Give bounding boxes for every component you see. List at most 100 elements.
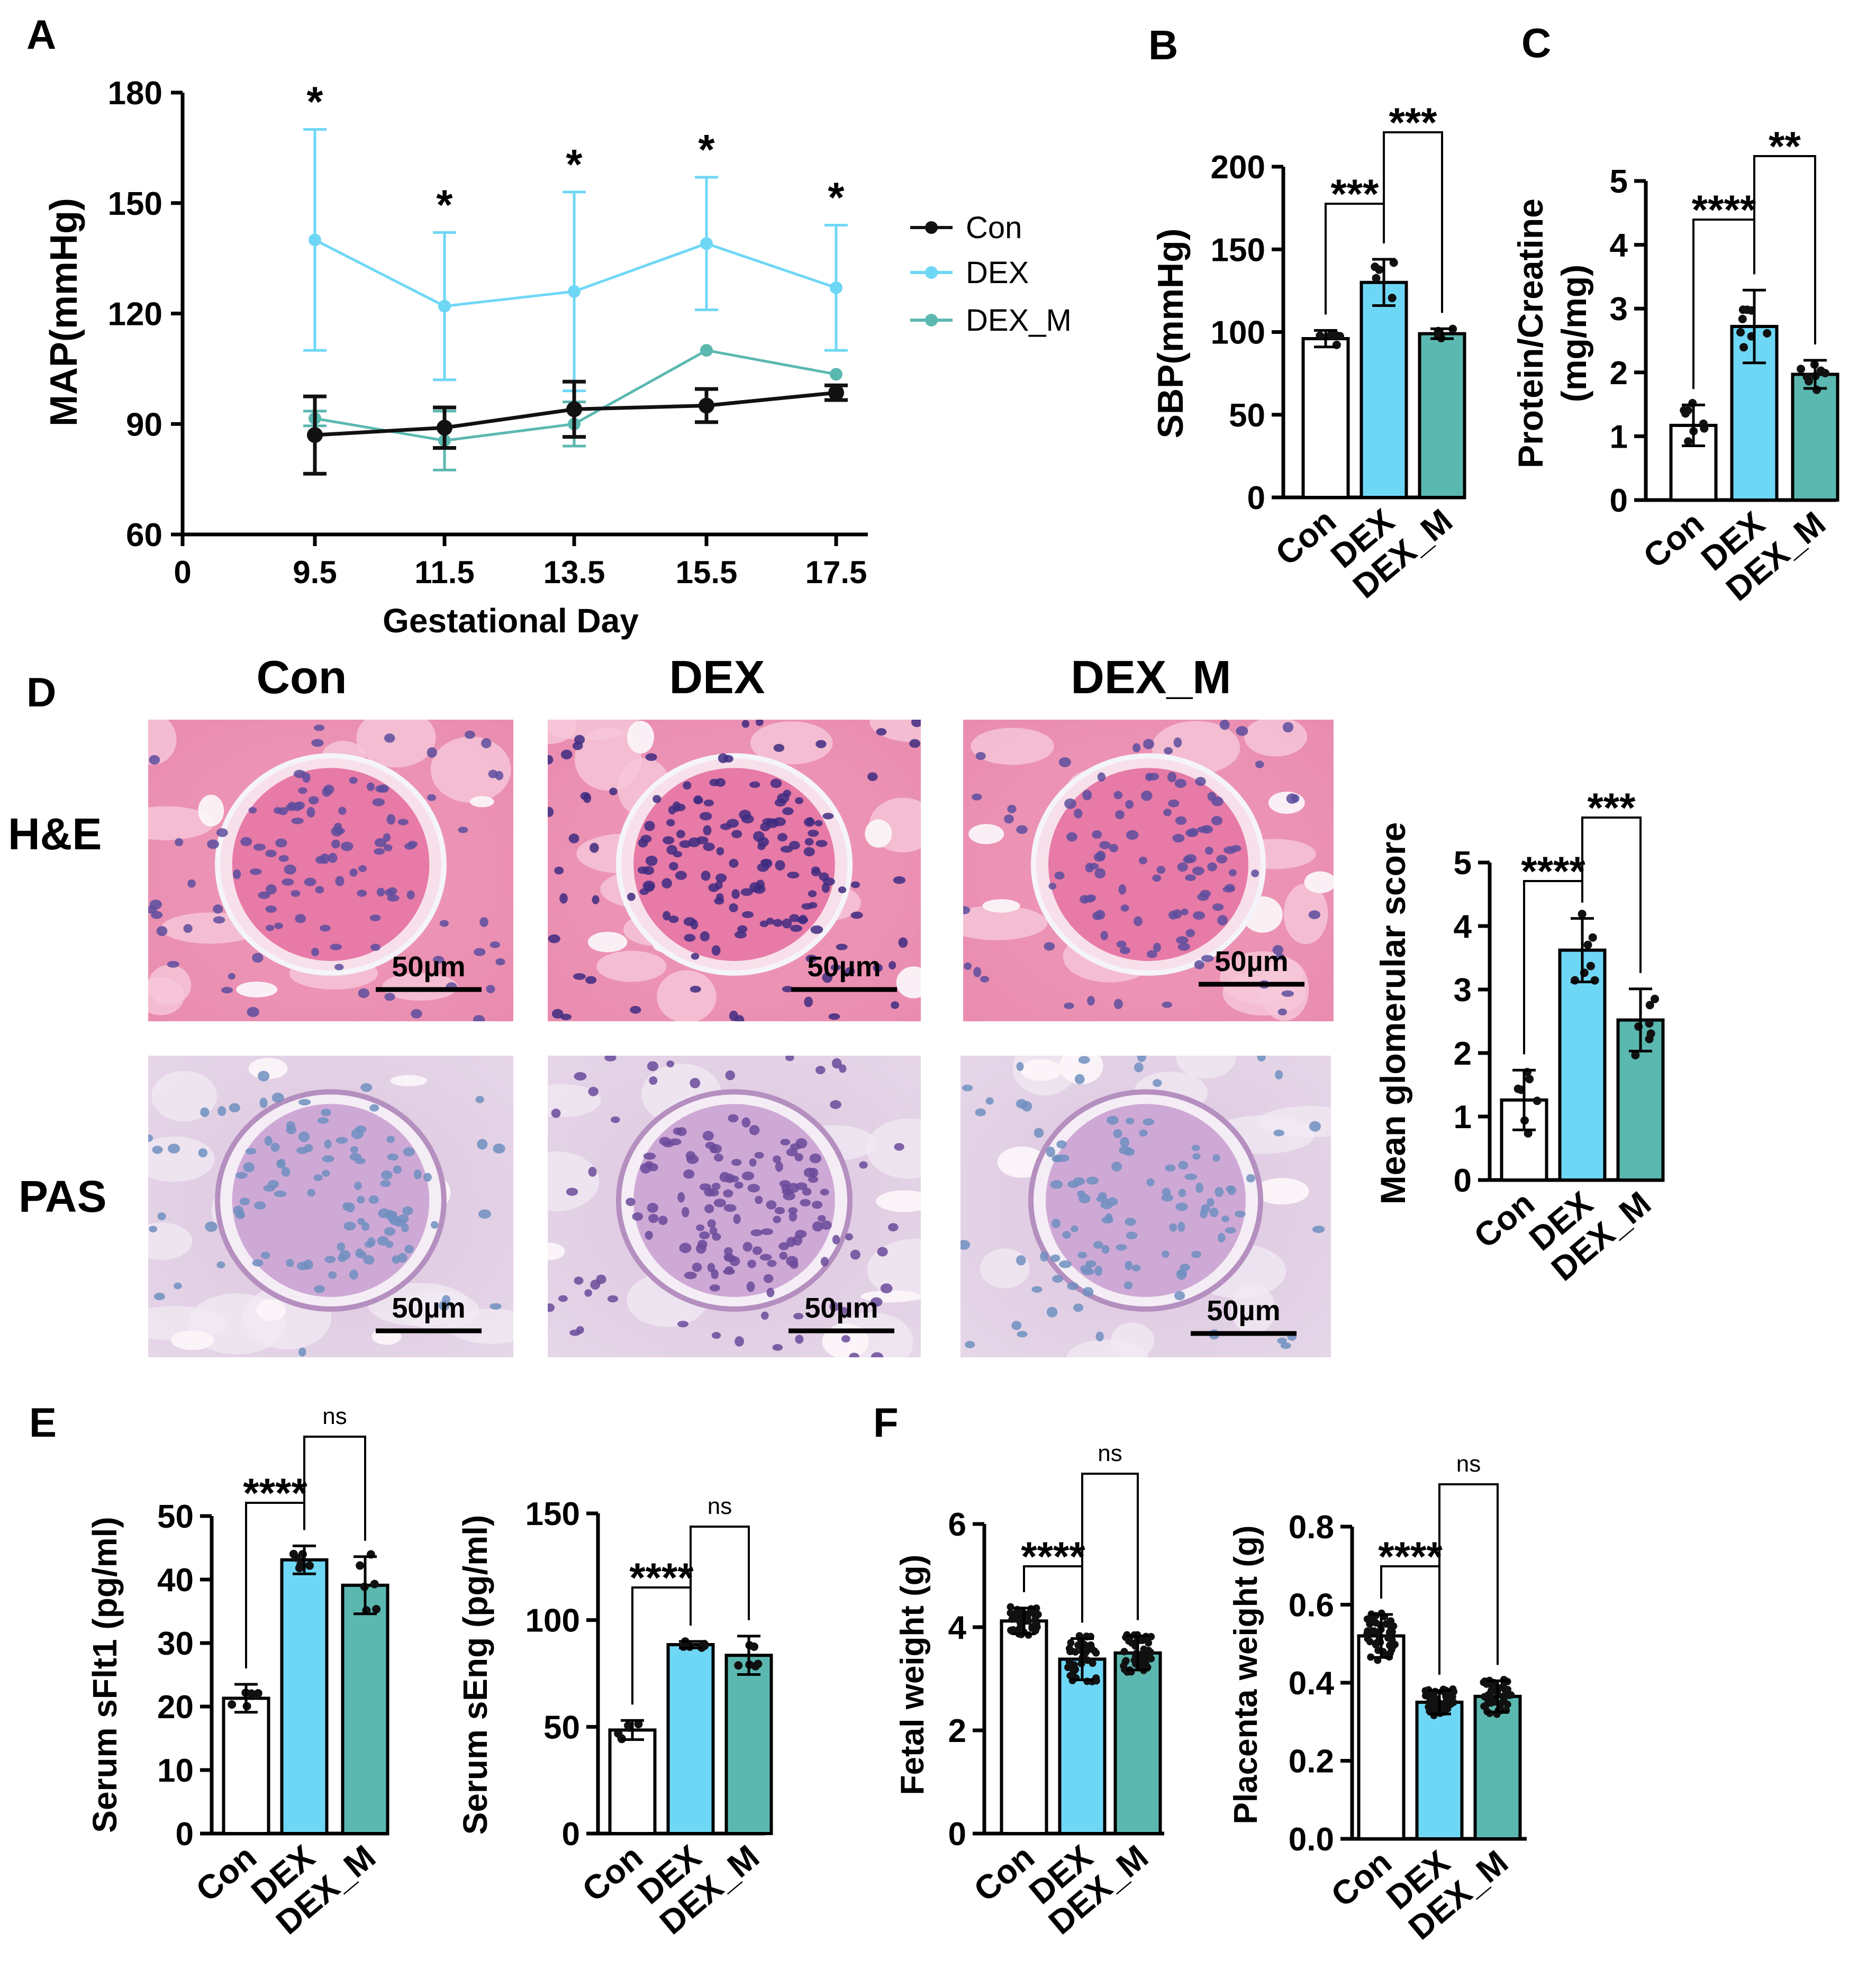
nucleus [298, 1099, 311, 1106]
tubule [596, 950, 667, 982]
nucleus [1221, 1215, 1229, 1222]
nucleus [626, 1197, 636, 1206]
y-tick-label: 90 [126, 406, 162, 443]
nucleus [759, 920, 769, 928]
nucleus [1113, 1129, 1122, 1138]
nucleus [609, 787, 618, 796]
nucleus [1201, 955, 1214, 962]
nucleus [1100, 931, 1108, 940]
nucleus [315, 886, 324, 894]
data-dot [1066, 1648, 1074, 1656]
nucleus [266, 884, 277, 895]
nucleus [699, 1231, 710, 1239]
nucleus [747, 1184, 760, 1193]
x-tick-label: Con [1268, 502, 1343, 573]
nucleus [627, 893, 636, 901]
nucleus [770, 778, 782, 788]
nucleus [760, 1228, 773, 1236]
nucleus [296, 1147, 309, 1154]
data-dot [1501, 1686, 1509, 1694]
nucleus [666, 1060, 675, 1068]
data-dot [1683, 406, 1692, 415]
nucleus [815, 840, 828, 847]
nucleus [1086, 1176, 1099, 1185]
nucleus [739, 810, 751, 820]
tubule [1258, 1106, 1331, 1138]
nucleus [659, 1137, 671, 1146]
nucleus [1281, 990, 1294, 997]
nucleus [723, 1189, 733, 1198]
nucleus [304, 877, 316, 886]
nucleus [661, 878, 672, 889]
nucleus [576, 1326, 584, 1334]
significance-bracket [1383, 131, 1443, 313]
nucleus [356, 1195, 365, 1204]
legend-item-con: Con [910, 211, 1022, 245]
nucleus [1125, 1260, 1133, 1271]
tubule [448, 1309, 513, 1344]
nucleus [229, 1103, 240, 1113]
nucleus [1222, 886, 1235, 893]
nucleus [632, 1212, 644, 1221]
nucleus [809, 1153, 821, 1164]
nucleus [741, 1117, 751, 1128]
nucleus [249, 868, 262, 875]
nucleus [313, 1174, 323, 1181]
nucleus [1123, 1281, 1133, 1290]
nucleus [369, 914, 381, 921]
lumen [198, 794, 224, 827]
nucleus [1059, 1260, 1072, 1268]
nucleus [975, 1108, 986, 1117]
nucleus [291, 890, 301, 897]
nucleus [1113, 791, 1123, 800]
nucleus [801, 903, 813, 910]
histology-texture [548, 720, 921, 1021]
nucleus [1105, 1213, 1113, 1222]
nucleus [696, 836, 709, 845]
nucleus [704, 1204, 714, 1213]
y-axis-title: Serum sEng (pg/ml) [456, 1515, 494, 1835]
histology-texture [963, 720, 1334, 1021]
nucleus [1192, 911, 1206, 920]
data-dot [1128, 1639, 1136, 1647]
nucleus [699, 812, 712, 821]
nucleus [1011, 1321, 1022, 1330]
nucleus [711, 945, 721, 956]
nucleus [308, 796, 319, 805]
nucleus [370, 943, 381, 951]
nucleus [735, 1015, 745, 1021]
data-dot [1032, 1613, 1040, 1621]
nucleus [780, 846, 793, 853]
nucleus [336, 1137, 348, 1144]
histology-texture [148, 1056, 513, 1357]
y-tick-label: 150 [1211, 232, 1265, 268]
nucleus [788, 1207, 798, 1214]
nucleus [690, 1077, 701, 1088]
nucleus [298, 787, 307, 794]
nucleus [790, 924, 802, 932]
nucleus [830, 964, 841, 971]
nucleus [1191, 1250, 1202, 1258]
nucleus [263, 1184, 275, 1192]
nucleus [742, 1241, 753, 1252]
nucleus [708, 1188, 719, 1197]
nucleus [705, 1141, 716, 1149]
nucleus [666, 845, 677, 855]
nucleus [1131, 1264, 1141, 1272]
nucleus [574, 1276, 584, 1285]
nucleus [1099, 841, 1111, 849]
data-point [830, 281, 842, 294]
nucleus [1174, 778, 1187, 788]
nucleus [322, 1155, 334, 1163]
nucleus [486, 985, 495, 993]
nucleus [1226, 1185, 1235, 1192]
nucleus [749, 1125, 760, 1136]
tubule [574, 727, 642, 791]
nucleus [275, 838, 287, 848]
nucleus [731, 830, 742, 838]
nucleus [153, 1292, 165, 1301]
nucleus [245, 1148, 257, 1155]
nucleus [1184, 854, 1197, 864]
nucleus [677, 1192, 685, 1203]
